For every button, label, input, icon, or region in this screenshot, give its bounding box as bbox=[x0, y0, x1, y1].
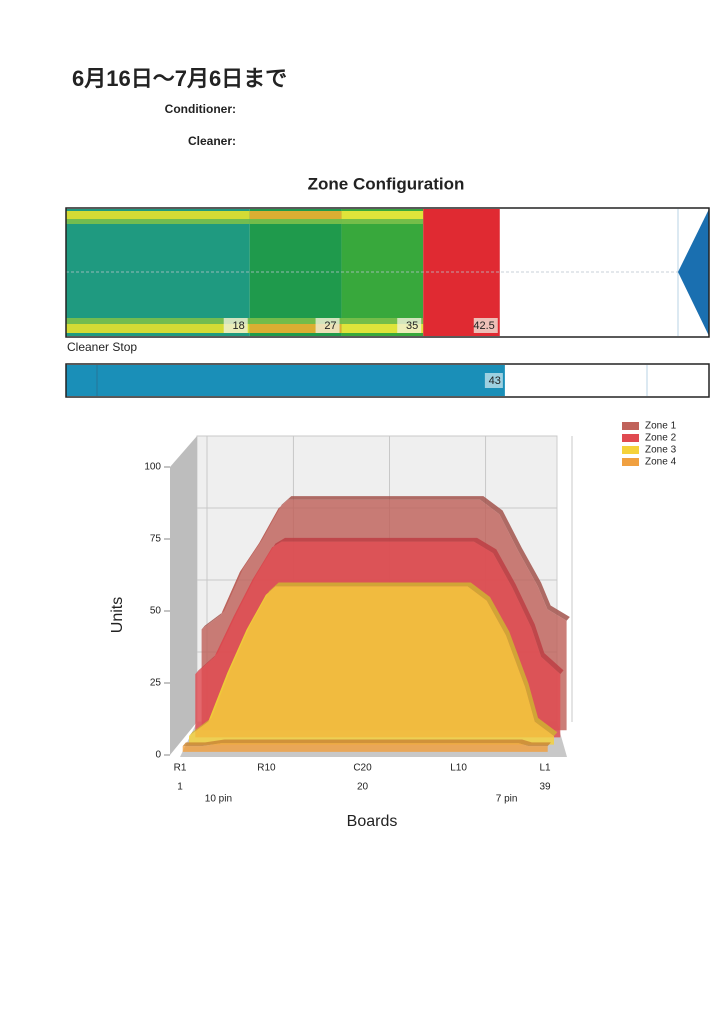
zone-segment bbox=[341, 209, 424, 336]
stripe bbox=[341, 318, 424, 324]
x-axis-title: Boards bbox=[347, 813, 398, 830]
y-tick-label: 100 bbox=[144, 462, 161, 473]
zone-segment bbox=[423, 209, 500, 336]
x-tick-label: L10 bbox=[450, 763, 467, 774]
left-wall bbox=[170, 436, 197, 755]
area bbox=[189, 586, 554, 745]
y-tick-label: 75 bbox=[150, 534, 162, 545]
stripe bbox=[66, 219, 250, 224]
x-tick-label: R1 bbox=[174, 763, 187, 774]
stripe bbox=[66, 318, 250, 324]
label-box bbox=[223, 318, 248, 333]
label-box bbox=[473, 318, 498, 333]
area bbox=[182, 743, 548, 752]
legend-label: Zone 1 bbox=[645, 421, 677, 432]
stripe bbox=[249, 219, 342, 224]
stripe bbox=[249, 211, 342, 219]
legend-label: Zone 4 bbox=[645, 457, 677, 468]
zone-label: 42.5 bbox=[473, 320, 494, 332]
label-box bbox=[397, 318, 422, 333]
legend-label: Zone 2 bbox=[645, 433, 677, 444]
label-box bbox=[484, 373, 503, 388]
zone-label: 18 bbox=[232, 320, 244, 332]
x-tick-label: R10 bbox=[257, 763, 276, 774]
zone-frame bbox=[65, 207, 710, 338]
header-title: 6月16日～7月6日まで bbox=[72, 66, 287, 91]
x-tick-label: C20 bbox=[353, 763, 372, 774]
section-title: Zone Configuration bbox=[308, 174, 465, 193]
legend-swatch bbox=[622, 422, 639, 430]
stop-marker bbox=[678, 209, 709, 336]
stripe bbox=[66, 211, 250, 219]
y-tick-label: 0 bbox=[155, 750, 161, 761]
x-tick-label: L1 bbox=[539, 763, 551, 774]
stripe bbox=[341, 324, 424, 333]
y-tick-label: 25 bbox=[150, 678, 162, 689]
label-box bbox=[315, 318, 340, 333]
legend-label: Zone 3 bbox=[645, 445, 677, 456]
board-number: 1 bbox=[177, 782, 183, 793]
legend-swatch bbox=[622, 446, 639, 454]
zone-bar: 18 27 35 42.5 bbox=[66, 209, 500, 336]
field-label: Conditioner: bbox=[165, 102, 236, 116]
legend-swatch bbox=[622, 458, 639, 466]
board-number: 39 bbox=[539, 782, 551, 793]
cleaner-label: 43 bbox=[489, 375, 501, 387]
zone-label: 27 bbox=[324, 320, 336, 332]
area-top bbox=[182, 739, 551, 747]
cleaner-stop-label: Cleaner Stop bbox=[67, 340, 137, 354]
annotation: 10 pin bbox=[205, 794, 232, 805]
cleaner-bar: 43 bbox=[66, 365, 505, 396]
zone-label: 35 bbox=[406, 320, 418, 332]
stripe bbox=[249, 324, 342, 333]
cleaner-bar bbox=[66, 365, 505, 396]
y-axis-title: Units bbox=[109, 597, 126, 633]
legend-swatch bbox=[622, 434, 639, 442]
stripe bbox=[341, 219, 424, 224]
chart: 0 25 50 75 100 R1 R10 C20 L10 L1 1 20 39 10 pin 7 pin Z… bbox=[144, 421, 676, 805]
field-label: Cleaner: bbox=[188, 134, 236, 148]
stripe bbox=[341, 211, 424, 219]
zone-segment bbox=[249, 209, 342, 336]
board-number: 20 bbox=[357, 782, 369, 793]
y-tick-label: 50 bbox=[150, 606, 162, 617]
annotation: 7 pin bbox=[496, 794, 518, 805]
zone-segment bbox=[66, 209, 250, 336]
stripe bbox=[249, 318, 342, 324]
stripe bbox=[66, 324, 250, 333]
cleaner-frame bbox=[65, 363, 710, 398]
